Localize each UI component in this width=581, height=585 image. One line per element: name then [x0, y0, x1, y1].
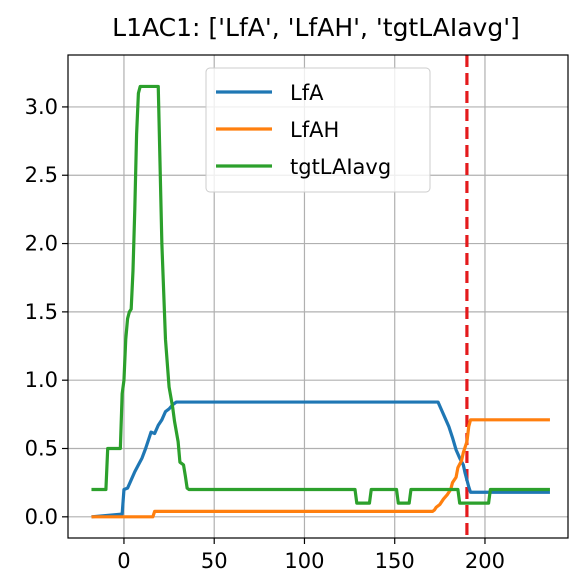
y-tick-label: 2.5: [25, 163, 58, 187]
x-tick-label: 0: [117, 549, 130, 573]
series-line-tgtlaiavg: [91, 84, 550, 505]
x-tick-label: 150: [375, 549, 415, 573]
y-tick-label: 0.0: [25, 505, 58, 529]
y-tick-label: 1.5: [25, 300, 58, 324]
y-tick-label: 1.0: [25, 368, 58, 392]
y-ticks: 0.0 0.5 1.0 1.5 2.0 2.5 3.0: [25, 95, 68, 529]
series-layer: [91, 84, 550, 519]
x-ticks: 0 50 100 150 200: [117, 538, 505, 573]
chart-title: L1AC1: ['LfA', 'LfAH', 'tgtLAIavg']: [112, 13, 520, 42]
legend-box: [205, 67, 431, 193]
legend-label: LfAH: [290, 118, 339, 142]
legend-label: tgtLAIavg: [290, 155, 391, 179]
legend-label: LfA: [290, 81, 324, 105]
x-tick-label: 200: [465, 549, 505, 573]
x-tick-label: 100: [284, 549, 324, 573]
x-tick-label: 50: [201, 549, 228, 573]
y-tick-label: 3.0: [25, 95, 58, 119]
legend: LfA LfAH tgtLAIavg: [205, 67, 431, 193]
plot-frame: [67, 54, 569, 539]
y-tick-label: 2.0: [25, 232, 58, 256]
y-tick-label: 0.5: [25, 437, 58, 461]
series-line-lfa: [91, 400, 550, 519]
